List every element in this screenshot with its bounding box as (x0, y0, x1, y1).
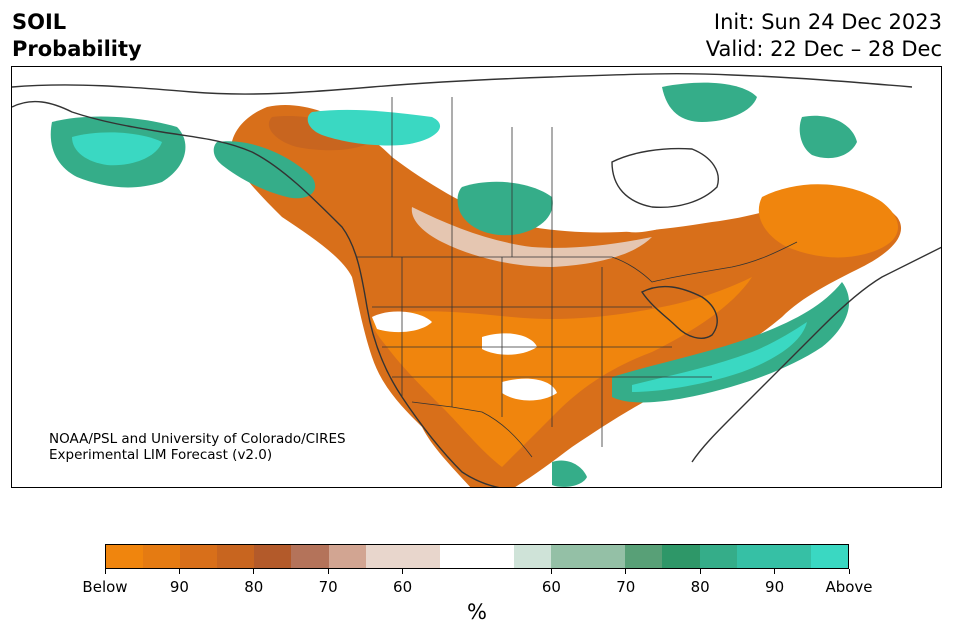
normal-region-hudson (601, 165, 742, 233)
normal-patch-3 (502, 378, 557, 401)
above-region-alaska-core (72, 132, 162, 166)
credit-text: NOAA/PSL and University of Colorado/CIRE… (49, 431, 346, 463)
colorbar-tick-label: 60 (541, 578, 561, 596)
title-line-1: SOIL (12, 10, 67, 34)
colorbar-swatch (439, 545, 477, 568)
colorbar-swatch (736, 545, 811, 568)
colorbar-swatch (551, 545, 626, 568)
colorbar-tick-label: 90 (169, 578, 189, 596)
colorbar-swatch (217, 545, 255, 568)
colorbar-tick-label: 70 (318, 578, 338, 596)
colorbar-swatch (476, 545, 515, 568)
colorbar-tick (699, 569, 701, 574)
colorbar-swatch (143, 545, 181, 568)
colorbar-swatch (328, 545, 366, 568)
init-date: Init: Sun 24 Dec 2023 (713, 10, 942, 34)
colorbar-tick-label: 60 (393, 578, 413, 596)
above-region-mexico (552, 460, 587, 487)
great-lakes-line (640, 285, 718, 339)
colorbar-tick (402, 569, 404, 574)
west-coast-line (12, 100, 500, 487)
state-lines-2 (372, 306, 712, 378)
above-region-yukon (213, 141, 316, 199)
state-lines-1 (401, 257, 603, 447)
us-canada-border (357, 241, 798, 283)
colorbar-tick-label: Below (82, 578, 128, 596)
colorbar-tick-label: 70 (616, 578, 636, 596)
colorbar-tick (848, 569, 850, 574)
colorbar-tick-label: Above (825, 578, 873, 596)
colorbar-swatch (365, 545, 440, 568)
above-region-nwt (307, 109, 441, 146)
colorbar-swatch (180, 545, 218, 568)
colorbar-swatch (625, 545, 663, 568)
colorbar-swatch (662, 545, 700, 568)
map-title: SOIL Probability (12, 9, 142, 63)
colorbar-tick (774, 569, 776, 574)
province-lines (391, 97, 553, 257)
colorbar-swatch (699, 545, 737, 568)
below-region-strong (371, 277, 752, 467)
colorbar-tick (625, 569, 627, 574)
colorbar-tick (104, 569, 106, 574)
arctic-line (12, 73, 913, 95)
credit-line-2: Experimental LIM Forecast (v2.0) (49, 447, 273, 463)
us-mexico-border (411, 401, 533, 458)
valid-date: Valid: 22 Dec – 28 Dec (705, 37, 942, 61)
above-region-quebec (662, 82, 757, 122)
colorbar-tick (327, 569, 329, 574)
above-region-labrador (799, 115, 857, 159)
coastlines (12, 73, 941, 487)
title-line-2: Probability (12, 37, 142, 61)
colorbar-swatch (291, 545, 329, 568)
below-region-northeast (758, 184, 899, 258)
colorbar-tick (178, 569, 180, 574)
above-region-east-us (612, 282, 850, 403)
political-borders (357, 97, 798, 458)
colorbar-tick-label: 80 (244, 578, 264, 596)
colorbar-tick (550, 569, 552, 574)
normal-patch-2 (482, 333, 537, 355)
weak-below-band (411, 207, 652, 267)
colorbar-swatch (514, 545, 552, 568)
colorbar-swatch (254, 545, 292, 568)
map-panel (11, 66, 942, 488)
colorbar (105, 544, 849, 569)
colorbar-swatch (810, 545, 848, 568)
colorbar-tick-label: 80 (690, 578, 710, 596)
colorbar-tick-label: 90 (765, 578, 785, 596)
colorbar-unit: % (467, 600, 487, 624)
colorbar-tick (253, 569, 255, 574)
east-coast-line (691, 246, 941, 463)
forecast-dates: Init: Sun 24 Dec 2023 Valid: 22 Dec – 28… (706, 9, 942, 63)
colorbar-swatch (106, 545, 144, 568)
hudson-bay-line (611, 147, 719, 209)
above-region-east-core (632, 322, 807, 392)
probability-map (12, 73, 941, 487)
above-region-prairies (457, 181, 553, 236)
credit-line-1: NOAA/PSL and University of Colorado/CIRE… (49, 431, 346, 447)
